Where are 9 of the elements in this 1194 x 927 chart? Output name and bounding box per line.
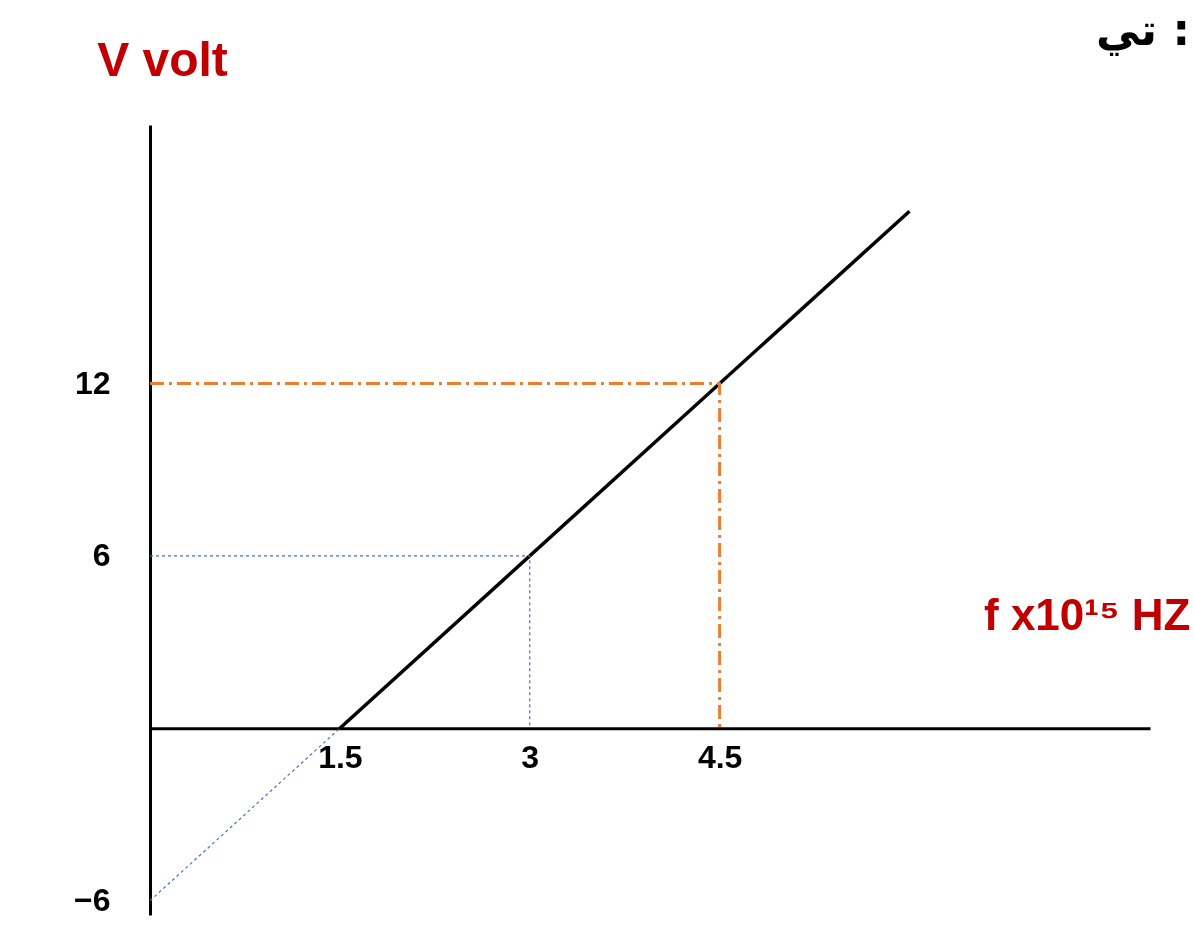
y-tick-label: −6 xyxy=(74,882,111,919)
x-tick-label: 4.5 xyxy=(697,738,743,775)
x-axis-title: f x10¹⁵ HZ xyxy=(984,589,1191,639)
chart-title: تي : xyxy=(1096,4,1190,56)
x-tick-label: 3 xyxy=(521,738,540,775)
y-axis-title: V volt xyxy=(97,32,228,86)
y-tick-label: 12 xyxy=(74,365,111,402)
x-tick-label: 1.5 xyxy=(318,738,363,775)
y-tick-label: 6 xyxy=(92,537,111,574)
